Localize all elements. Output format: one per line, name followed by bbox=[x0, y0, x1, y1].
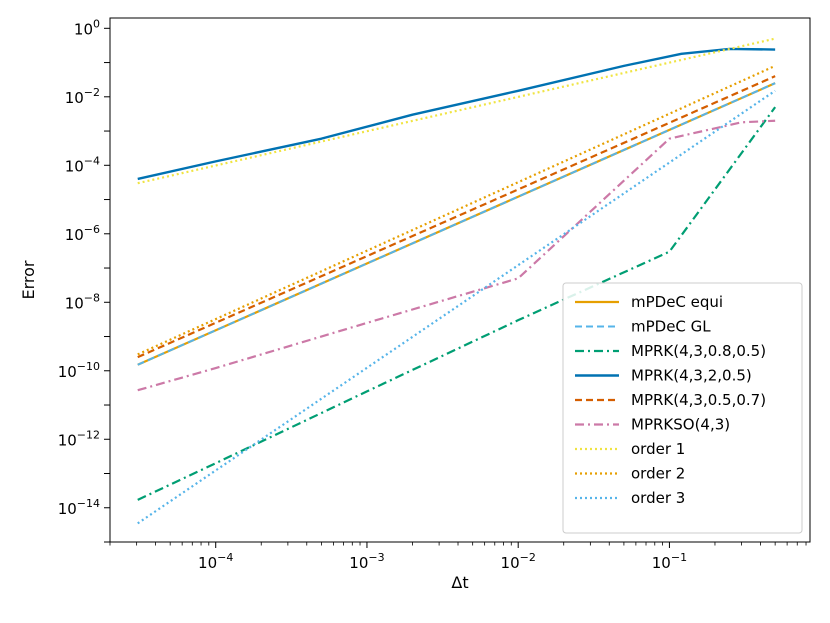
x-axis: 10−4 10−3 10−2 10−1 bbox=[109, 542, 807, 572]
series-line-mprk-4-3-2-0-5 bbox=[137, 47, 776, 181]
y-tick-label: 10−2 bbox=[65, 86, 100, 107]
legend-entry: order 3 bbox=[575, 489, 685, 507]
legend-label: MPRK(4,3,0.8,0.5) bbox=[631, 342, 766, 360]
legend-entry: MPRK(4,3,0.5,0.7) bbox=[575, 391, 766, 409]
series-line-order-3 bbox=[137, 89, 776, 525]
x-tick-label: 10−2 bbox=[501, 551, 536, 572]
x-tick-label: 10−1 bbox=[652, 551, 687, 572]
y-tick-label: 10−8 bbox=[65, 291, 100, 312]
series-line-mprk-4-3-0-8-0-5 bbox=[137, 106, 777, 501]
legend-label: order 2 bbox=[631, 465, 685, 483]
series-line-mprk-4-3-0-5-0-7 bbox=[137, 75, 776, 359]
legend-label: order 1 bbox=[631, 440, 685, 458]
y-tick-label: 10−10 bbox=[58, 360, 100, 381]
series-layer bbox=[137, 37, 777, 525]
legend-label: mPDeC equi bbox=[631, 293, 723, 311]
series-line-mpdec-gl bbox=[137, 82, 776, 366]
legend-entry: MPRK(4,3,2,0.5) bbox=[575, 367, 752, 385]
y-tick-label: 10−14 bbox=[58, 497, 100, 518]
legend: mPDeC equi mPDeC GL MPRK(4,3,0.8,0.5) MPRK(… bbox=[562, 282, 803, 534]
legend-label: order 3 bbox=[631, 489, 685, 507]
legend-entry: MPRKSO(4,3) bbox=[575, 416, 730, 434]
legend-entry: order 1 bbox=[575, 440, 685, 458]
legend-label: MPRKSO(4,3) bbox=[631, 416, 730, 434]
legend-box bbox=[562, 282, 803, 534]
y-tick-label: 10−4 bbox=[65, 154, 100, 175]
y-tick-label: 100 bbox=[74, 17, 100, 38]
legend-entry: mPDeC GL bbox=[575, 318, 711, 336]
legend-entry: mPDeC equi bbox=[575, 293, 723, 311]
series-line-order-2 bbox=[137, 64, 776, 356]
x-tick-label: 10−4 bbox=[198, 551, 233, 572]
x-axis-label: Δt bbox=[451, 573, 468, 592]
series-line-order-1 bbox=[137, 37, 776, 185]
plot-frame bbox=[109, 17, 811, 543]
legend-entry: order 2 bbox=[575, 465, 685, 483]
legend-label: MPRK(4,3,2,0.5) bbox=[631, 367, 752, 385]
y-tick-label: 10−12 bbox=[58, 428, 100, 449]
y-axis: 10−14 10−12 10−10 10−8 10−6 10−4 10−2 100 bbox=[58, 17, 110, 543]
plot-area: 10−4 10−3 10−2 10−1 10−14 10−12 10−10 10−8 10−6… bbox=[58, 17, 811, 572]
y-axis-label: Error bbox=[19, 260, 38, 299]
x-tick-label: 10−3 bbox=[349, 551, 384, 572]
series-line-mprkso-4-3 bbox=[137, 119, 776, 392]
legend-entry: MPRK(4,3,0.8,0.5) bbox=[575, 342, 766, 360]
legend-label: mPDeC GL bbox=[631, 318, 711, 336]
legend-label: MPRK(4,3,0.5,0.7) bbox=[631, 391, 766, 409]
y-tick-label: 10−6 bbox=[65, 223, 100, 244]
